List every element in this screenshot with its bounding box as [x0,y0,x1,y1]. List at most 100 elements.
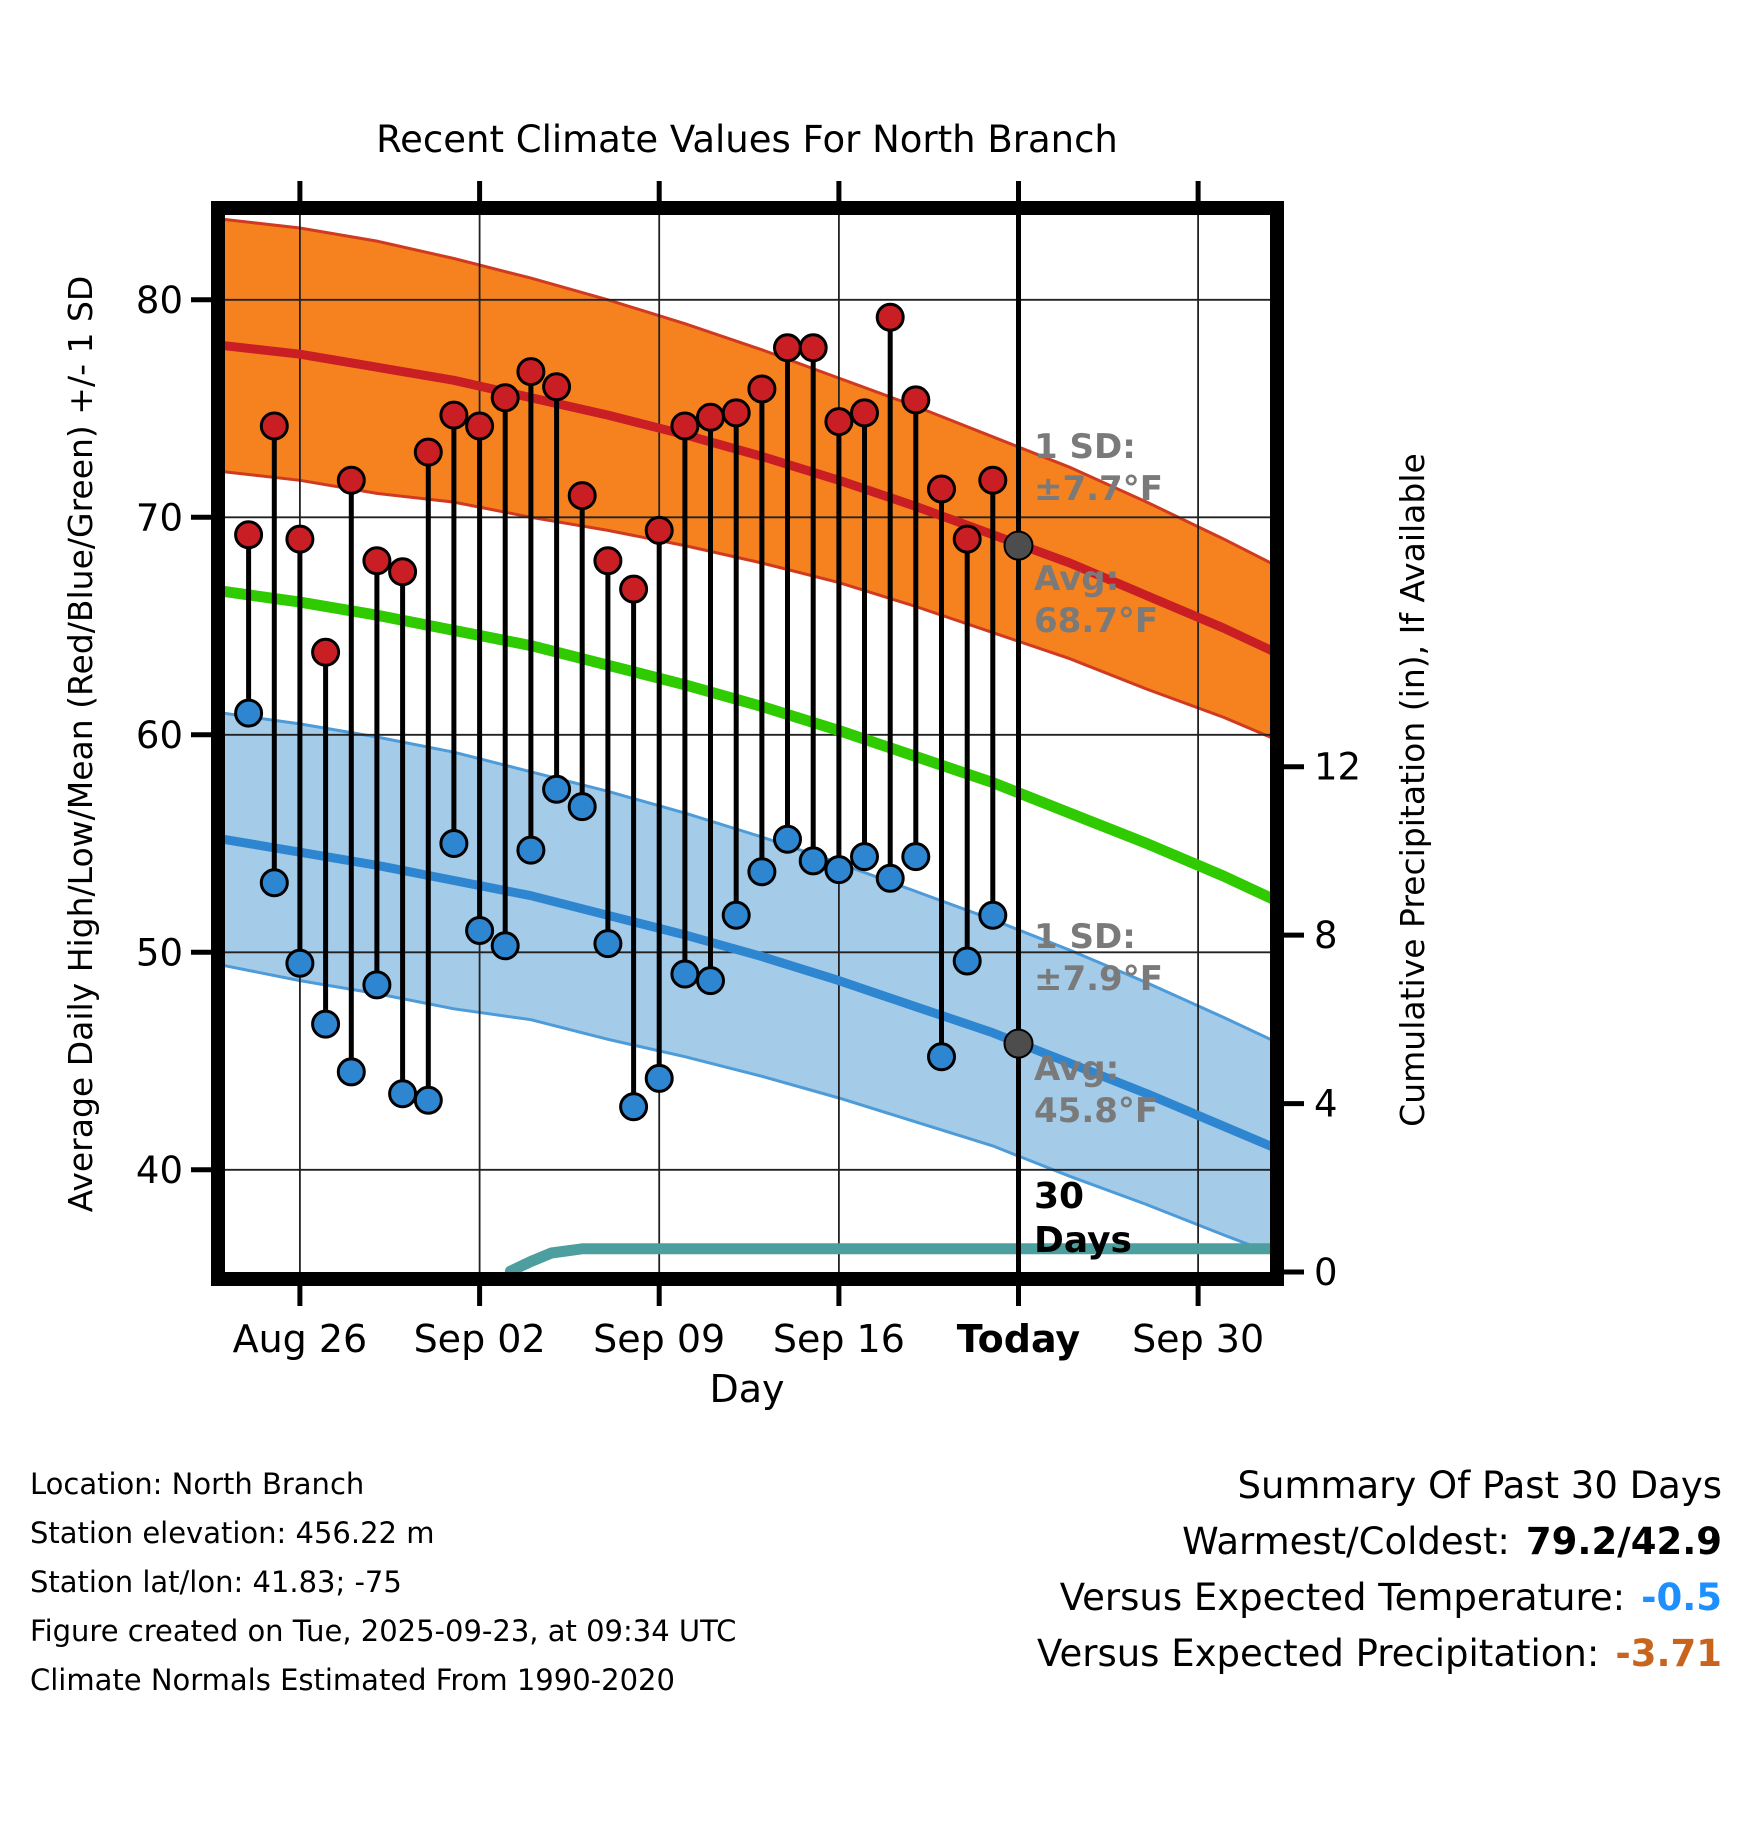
daily-high-dot [824,407,854,437]
daily-low-dot [285,948,315,978]
station-info: Location: North Branch Station elevation:… [30,1460,736,1705]
daily-high-dot [490,383,520,413]
summary-row: Versus Expected Precipitation: -3.71 [1037,1626,1722,1682]
daily-high-dot [413,437,443,467]
daily-low-dot [721,900,751,930]
low-avg-marker [1003,1028,1034,1059]
daily-low-dot [542,774,572,804]
daily-high-dot [773,333,802,363]
daily-low-dot [952,946,982,976]
daily-high-dot [234,520,264,550]
left-tick-label: 80 [136,279,183,322]
summary-row-value: -0.5 [1641,1576,1722,1619]
daily-low-dot [516,835,546,865]
daily-high-dot [644,515,674,545]
daily-low-dot [670,959,700,989]
right-tick-label: 4 [1314,1083,1338,1126]
daily-high-dot [798,333,828,363]
station-info-line: Figure created on Tue, 2025-09-23, at 09… [30,1614,737,1648]
high-avg-marker [1003,530,1034,561]
summary-rows: Warmest/Coldest: 79.2/42.9 Versus Expected… [1037,1514,1722,1682]
high-avg-annotation-value: 68.7°F [1034,601,1158,641]
summary-title: Summary Of Past 30 Days [1237,1464,1722,1507]
low-avg-annotation-label: Avg: [1034,1049,1119,1089]
daily-low-dot [593,929,623,959]
period-annotation-line2: Days [1034,1220,1132,1261]
daily-low-dot [644,1063,674,1093]
daily-high-dot [542,372,572,402]
daily-high-dot [696,402,725,432]
daily-low-dot [798,846,828,876]
high-sd-annotation-value: ±7.7°F [1034,469,1163,509]
daily-high-dot [875,302,905,332]
daily-bars [234,302,1008,1122]
daily-low-dot [362,970,392,1000]
summary-panel: Summary Of Past 30 Days Warmest/Coldest:… [1037,1458,1722,1682]
x-tick-label: Sep 30 [1132,1317,1264,1361]
x-tick-label: Sep 16 [773,1317,905,1361]
daily-low-dot [901,842,931,872]
station-info-line: Location: North Branch [30,1467,365,1501]
high-avg-annotation-label: Avg: [1034,559,1119,599]
daily-high-dot [927,474,956,504]
high-temp-band-top-edge [225,218,1270,565]
summary-row: Versus Expected Temperature: -0.5 [1037,1570,1722,1626]
daily-high-dot [747,374,777,404]
left-axis-label: Average Daily High/Low/Mean (Red/Blue/Gr… [61,276,100,1213]
low-sd-annotation-label: 1 SD: [1034,917,1136,957]
daily-high-dot [952,524,982,554]
daily-low-dot [439,829,469,858]
daily-low-dot [259,868,289,898]
station-info-line: Station lat/lon: 41.83; -75 [30,1565,402,1599]
daily-low-dot [696,966,725,996]
right-tick-label: 12 [1314,746,1361,789]
daily-high-dot [439,400,469,430]
daily-high-dot [670,411,700,441]
left-tick-label: 40 [136,1149,183,1192]
right-tick-label: 0 [1314,1251,1338,1294]
daily-low-dot [773,824,802,854]
x-tick-label: Sep 09 [593,1317,725,1361]
x-tick-label: Sep 02 [414,1317,546,1361]
daily-low-dot [234,698,264,728]
daily-low-dot [747,857,777,887]
station-info-line: Station elevation: 456.22 m [30,1516,435,1550]
daily-low-dot [336,1057,366,1087]
daily-high-dot [336,465,366,495]
left-tick-label: 60 [136,714,183,757]
daily-low-dot [875,863,905,893]
summary-row: Warmest/Coldest: 79.2/42.9 [1037,1514,1722,1570]
daily-low-dot [465,916,495,945]
left-tick-label: 70 [136,496,183,539]
plot-border [211,201,1284,1286]
station-info-line: Climate Normals Estimated From 1990-2020 [30,1663,675,1697]
high-temp-band [225,219,1270,738]
daily-high-dot [567,481,597,511]
daily-high-dot [593,546,623,576]
daily-high-dot [721,398,751,428]
daily-low-dot [850,842,879,872]
low-temp-band [225,713,1270,1253]
x-axis-label: Day [709,1367,784,1411]
daily-low-dot [567,792,597,822]
daily-high-dot [901,385,931,415]
daily-high-dot [850,398,879,428]
chart-title: Recent Climate Values For North Branch [376,118,1118,161]
high-sd-annotation-label: 1 SD: [1034,427,1136,467]
daily-low-dot [978,900,1008,930]
daily-low-dot [824,855,854,885]
low-sd-annotation-value: ±7.9°F [1034,959,1163,999]
x-tick-label: Today [957,1317,1081,1361]
right-axis-label: Cumulative Precipitation (in), If Availa… [1393,453,1432,1127]
daily-high-dot [465,411,495,441]
daily-high-dot [978,465,1008,495]
period-annotation-line1: 30 [1034,1176,1084,1217]
summary-row-value: 79.2/42.9 [1525,1520,1722,1563]
daily-low-dot [311,1009,341,1039]
daily-low-dot [388,1079,418,1109]
daily-high-dot [259,411,289,441]
cumulative-precip-line [504,1243,1270,1272]
daily-high-dot [388,557,418,587]
daily-low-dot [490,931,520,961]
